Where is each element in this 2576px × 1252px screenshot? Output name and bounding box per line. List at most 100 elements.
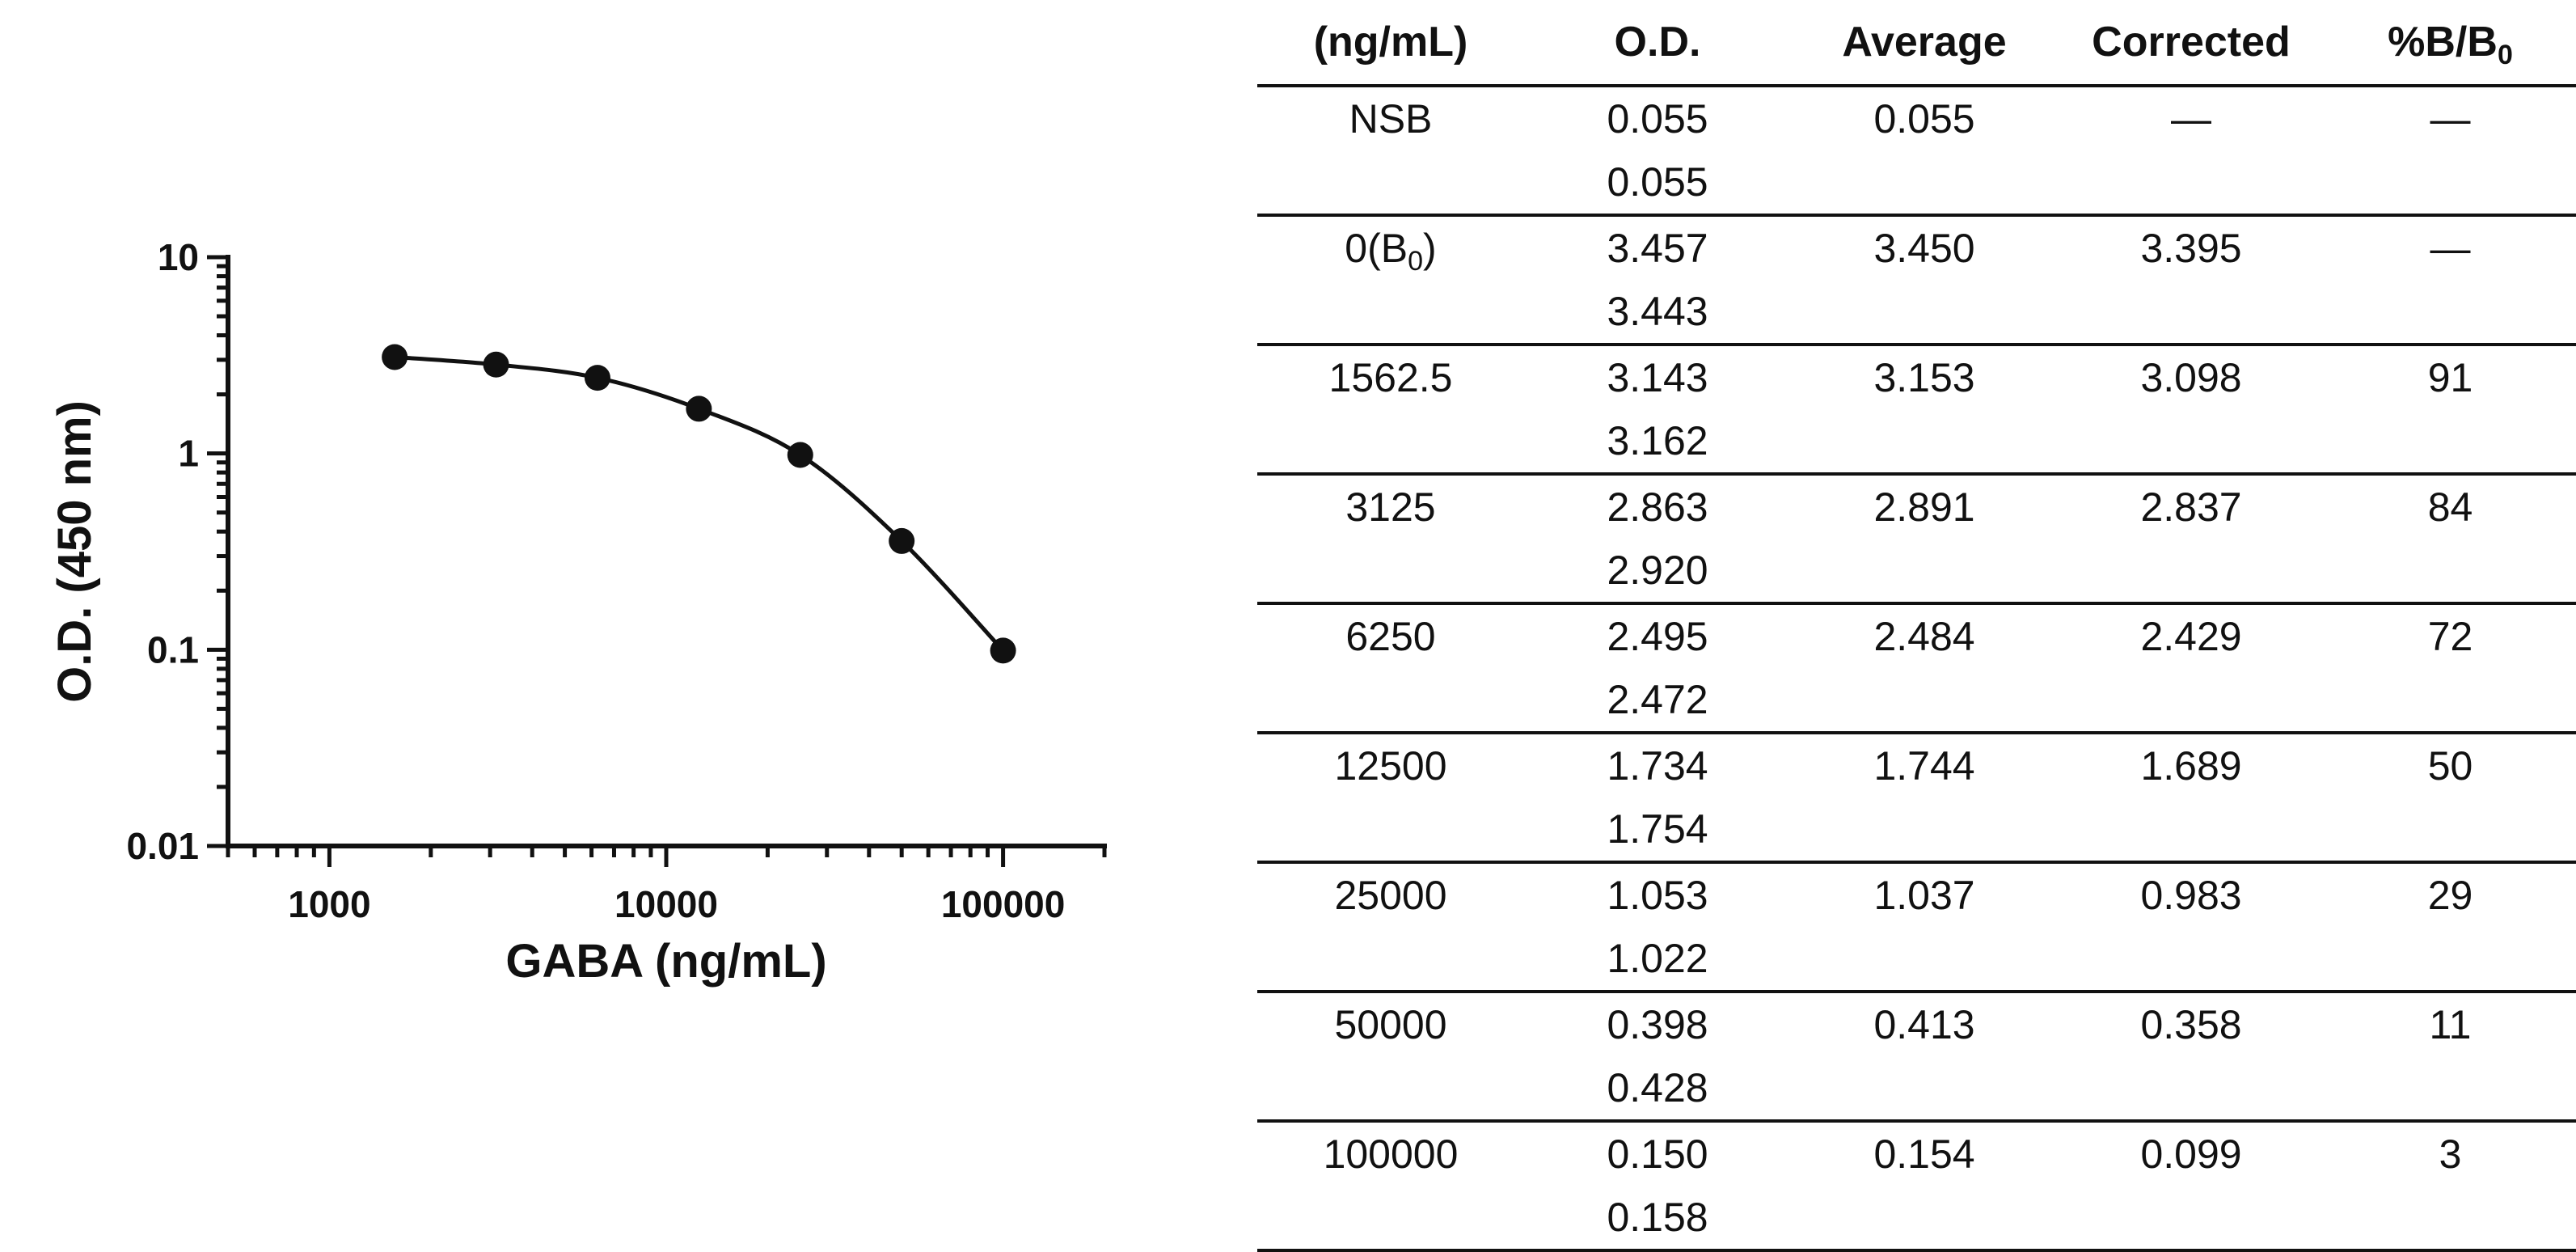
cell-percent-b-b0-value: 72 [2427, 614, 2473, 659]
header-concentration: (ng/mL) [1257, 0, 1524, 87]
cell-percent-b-b0-value: — [2430, 226, 2471, 271]
od-value-od1: 3.143 [1607, 355, 1708, 400]
table-body: NSB 0.055 0.055 0.055 — — 0(B0) 3.457 3.443 3.450… [1257, 86, 2576, 1252]
cell-percent-b-b0-value: — [2430, 96, 2471, 142]
cell-corrected: 0.983 [2058, 862, 2325, 993]
cell-od: 0.055 0.055 [1524, 86, 1791, 217]
cell-od: 3.143 3.162 [1524, 345, 1791, 476]
data-point [990, 637, 1016, 664]
od-value-od2: 3.443 [1607, 289, 1708, 334]
concentration-line: 100000 [1257, 1123, 1524, 1186]
od-value-od1: 3.457 [1607, 226, 1708, 271]
od-value-od1: 2.863 [1607, 484, 1708, 530]
cell-corrected: 3.395 [2058, 215, 2325, 346]
concentration-line: 1562.5 [1257, 346, 1524, 409]
concentration-line: 0(B0) [1257, 217, 1524, 280]
table-row: 6250 2.495 2.472 2.484 2.429 72 [1257, 603, 2576, 734]
od-value-od2: 2.472 [1607, 677, 1708, 722]
cell-corrected: — [2058, 86, 2325, 217]
cell-od: 0.398 0.428 [1524, 992, 1791, 1123]
table-header-row: (ng/mL) O.D. Average Corrected %B/B0 [1257, 0, 2576, 87]
data-point [382, 344, 408, 370]
cell-corrected-value: 0.983 [2140, 873, 2242, 918]
header-percent-b-b0-text: %B/B [2388, 19, 2498, 66]
cell-average-value: 1.744 [1873, 743, 1975, 789]
od-value-od2: 3.162 [1607, 418, 1708, 463]
cell-corrected: 0.099 [2058, 1121, 2325, 1252]
concentration-text: 100000 [1323, 1131, 1459, 1177]
cell-percent-b-b0-value: 11 [2429, 1002, 2472, 1047]
cell-od: 1.053 1.022 [1524, 862, 1791, 993]
od-value-od2: 0.055 [1607, 159, 1708, 205]
cell-average: 3.153 [1791, 345, 2058, 476]
cell-percent-b-b0: 3 [2325, 1121, 2576, 1252]
data-point [787, 442, 813, 468]
cell-average: 0.154 [1791, 1121, 2058, 1252]
concentration-text: 12500 [1334, 743, 1447, 789]
data-point [889, 527, 915, 554]
cell-concentration: 1562.5 [1257, 345, 1524, 476]
header-percent-b-b0-subscript: 0 [2497, 40, 2513, 70]
cell-average-value: 1.037 [1873, 873, 1975, 918]
od-value-od1: 1.734 [1607, 743, 1708, 789]
header-percent-b-b0: %B/B0 [2325, 0, 2576, 87]
cell-average: 2.891 [1791, 474, 2058, 605]
cell-corrected-value: 0.099 [2140, 1131, 2242, 1177]
cell-concentration: 100000 [1257, 1121, 1524, 1252]
od-value-od2: 0.158 [1607, 1195, 1708, 1240]
cell-percent-b-b0-value: 29 [2427, 873, 2473, 918]
od-value-od2: 1.754 [1607, 806, 1708, 852]
standard-data-table: (ng/mL) O.D. Average Corrected %B/B0 NSB… [1257, 0, 2576, 1252]
cell-corrected-value: 2.429 [2140, 614, 2242, 659]
concentration-line: 3125 [1257, 476, 1524, 539]
data-point [483, 351, 509, 378]
concentration-text: NSB [1349, 96, 1433, 142]
y-tick-label: 0.1 [147, 628, 199, 670]
table-row: 100000 0.150 0.158 0.154 0.099 3 [1257, 1121, 2576, 1252]
table-row: 0(B0) 3.457 3.443 3.450 3.395 — [1257, 215, 2576, 346]
od-value-od2: 0.428 [1607, 1065, 1708, 1110]
cell-average-value: 0.055 [1873, 96, 1975, 142]
y-axis-title: O.D. (450 nm) [49, 400, 101, 703]
cell-percent-b-b0-value: 50 [2427, 743, 2473, 789]
cell-corrected-value: 0.358 [2140, 1002, 2242, 1047]
cell-percent-b-b0-value: 3 [2439, 1131, 2462, 1177]
cell-corrected: 1.689 [2058, 733, 2325, 864]
concentration-suffix: ) [1423, 226, 1437, 271]
cell-percent-b-b0: — [2325, 215, 2576, 346]
concentration-text: 1562.5 [1328, 355, 1453, 400]
cell-od: 2.863 2.920 [1524, 474, 1791, 605]
od-value-od2: 1.022 [1607, 936, 1708, 981]
cell-corrected-value: 3.395 [2140, 226, 2242, 271]
concentration-line: 6250 [1257, 605, 1524, 668]
concentration-text: 0(B [1345, 226, 1408, 271]
cell-od: 1.734 1.754 [1524, 733, 1791, 864]
cell-corrected: 2.429 [2058, 603, 2325, 734]
cell-concentration: 12500 [1257, 733, 1524, 864]
x-tick-label: 100000 [941, 883, 1066, 925]
concentration-text: 6250 [1345, 614, 1436, 659]
header-od: O.D. [1524, 0, 1791, 87]
concentration-line: 50000 [1257, 993, 1524, 1056]
od-value-od2: 2.920 [1607, 548, 1708, 593]
concentration-text: 50000 [1334, 1002, 1447, 1047]
y-tick-label: 10 [158, 236, 199, 278]
cell-percent-b-b0: 29 [2325, 862, 2576, 993]
table-row: 25000 1.053 1.022 1.037 0.983 29 [1257, 862, 2576, 993]
y-tick-label: 0.01 [126, 825, 199, 867]
cell-corrected: 2.837 [2058, 474, 2325, 605]
header-average: Average [1791, 0, 2058, 87]
cell-average-value: 0.154 [1873, 1131, 1975, 1177]
cell-percent-b-b0: 50 [2325, 733, 2576, 864]
cell-corrected-value: 1.689 [2140, 743, 2242, 789]
cell-average-value: 2.891 [1873, 484, 1975, 530]
cell-average-value: 3.153 [1873, 355, 1975, 400]
cell-percent-b-b0-value: 91 [2427, 355, 2473, 400]
table-row: 50000 0.398 0.428 0.413 0.358 11 [1257, 992, 2576, 1123]
data-table-container: (ng/mL) O.D. Average Corrected %B/B0 NSB… [1257, 0, 2576, 1252]
concentration-text: 25000 [1334, 873, 1447, 918]
table-row: 3125 2.863 2.920 2.891 2.837 84 [1257, 474, 2576, 605]
cell-concentration: 50000 [1257, 992, 1524, 1123]
cell-concentration: 25000 [1257, 862, 1524, 993]
data-point [584, 365, 610, 391]
